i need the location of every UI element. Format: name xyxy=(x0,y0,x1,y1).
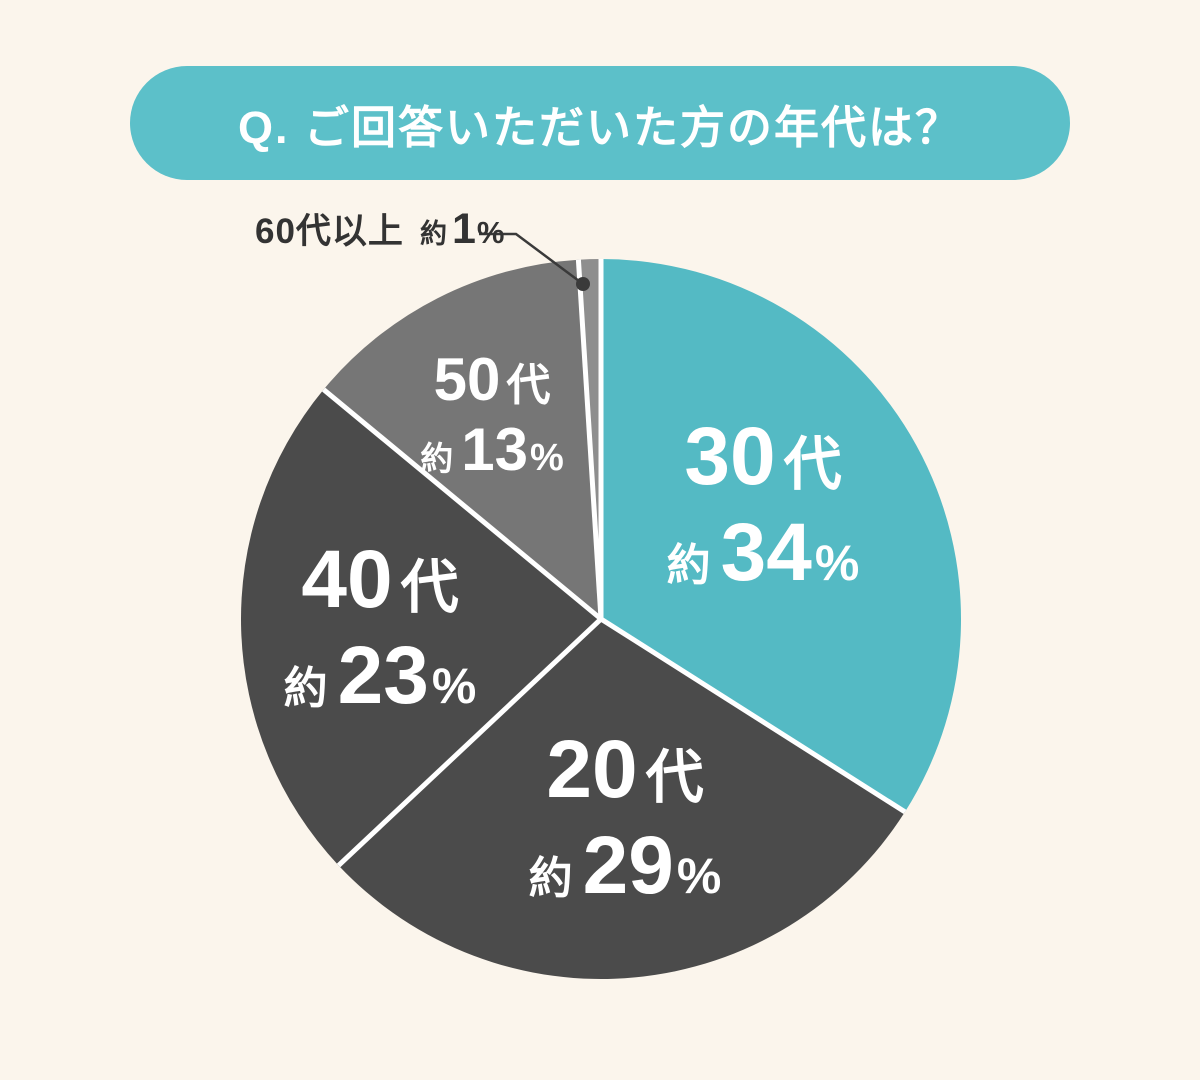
slice-30s-value: 34 xyxy=(720,507,812,598)
slice-30s-approx: 約 xyxy=(666,541,711,590)
pie-slice-50s xyxy=(323,259,601,619)
slice-20s-suffix: 代 xyxy=(645,745,704,810)
slice-40s-suffix: 代 xyxy=(400,555,459,620)
slice-50s-percent-sign: % xyxy=(529,437,564,479)
slice-separator-2 xyxy=(336,617,603,868)
slice-30s-suffix: 代 xyxy=(783,432,842,497)
callout-percent-sign: % xyxy=(476,215,505,250)
slice-20s-num: 20 xyxy=(546,724,638,815)
slice-50s-approx: 約 xyxy=(420,440,454,477)
slice-50s-num: 50 xyxy=(433,346,501,413)
slice-40s-value: 23 xyxy=(337,630,429,721)
callout-label: 60代以上 xyxy=(255,212,404,251)
question-text: Q. ご回答いただいた方の年代は？ xyxy=(237,101,962,153)
callout-value: 1 xyxy=(451,205,476,253)
slice-label-30s: 30 代 約 34 % xyxy=(667,416,860,594)
slice-30s-num: 30 xyxy=(684,411,776,502)
slice-20s-approx: 約 xyxy=(528,854,573,903)
slice-separator-1 xyxy=(599,616,907,815)
question-header: Q. ご回答いただいた方の年代は？ xyxy=(130,66,1070,180)
slice-20s-value: 29 xyxy=(582,820,674,911)
slice-separator-4 xyxy=(575,259,604,620)
slice-40s-percent-sign: % xyxy=(431,658,477,714)
pie-slice-40s xyxy=(241,389,601,866)
slice-separator-3 xyxy=(322,387,603,621)
callout-leader-line xyxy=(479,232,584,286)
pie-slice-20s xyxy=(338,619,905,980)
slice-label-20s: 20 代 約 29 % xyxy=(529,729,722,907)
slice-50s-value: 13 xyxy=(461,416,528,483)
slice-20s-percent-sign: % xyxy=(676,848,722,904)
callout-60s-plus: 60代以上 約 1 % xyxy=(255,208,504,251)
slice-40s-num: 40 xyxy=(301,534,393,625)
slice-50s-suffix: 代 xyxy=(506,361,551,410)
slice-30s-percent-sign: % xyxy=(814,535,860,591)
slice-40s-approx: 約 xyxy=(283,664,328,713)
slice-label-40s: 40 代 約 23 % xyxy=(284,539,477,717)
slice-label-50s: 50 代 約 13 % xyxy=(420,350,564,480)
callout-leader-dot xyxy=(576,277,590,291)
callout-approx: 約 xyxy=(419,219,447,249)
